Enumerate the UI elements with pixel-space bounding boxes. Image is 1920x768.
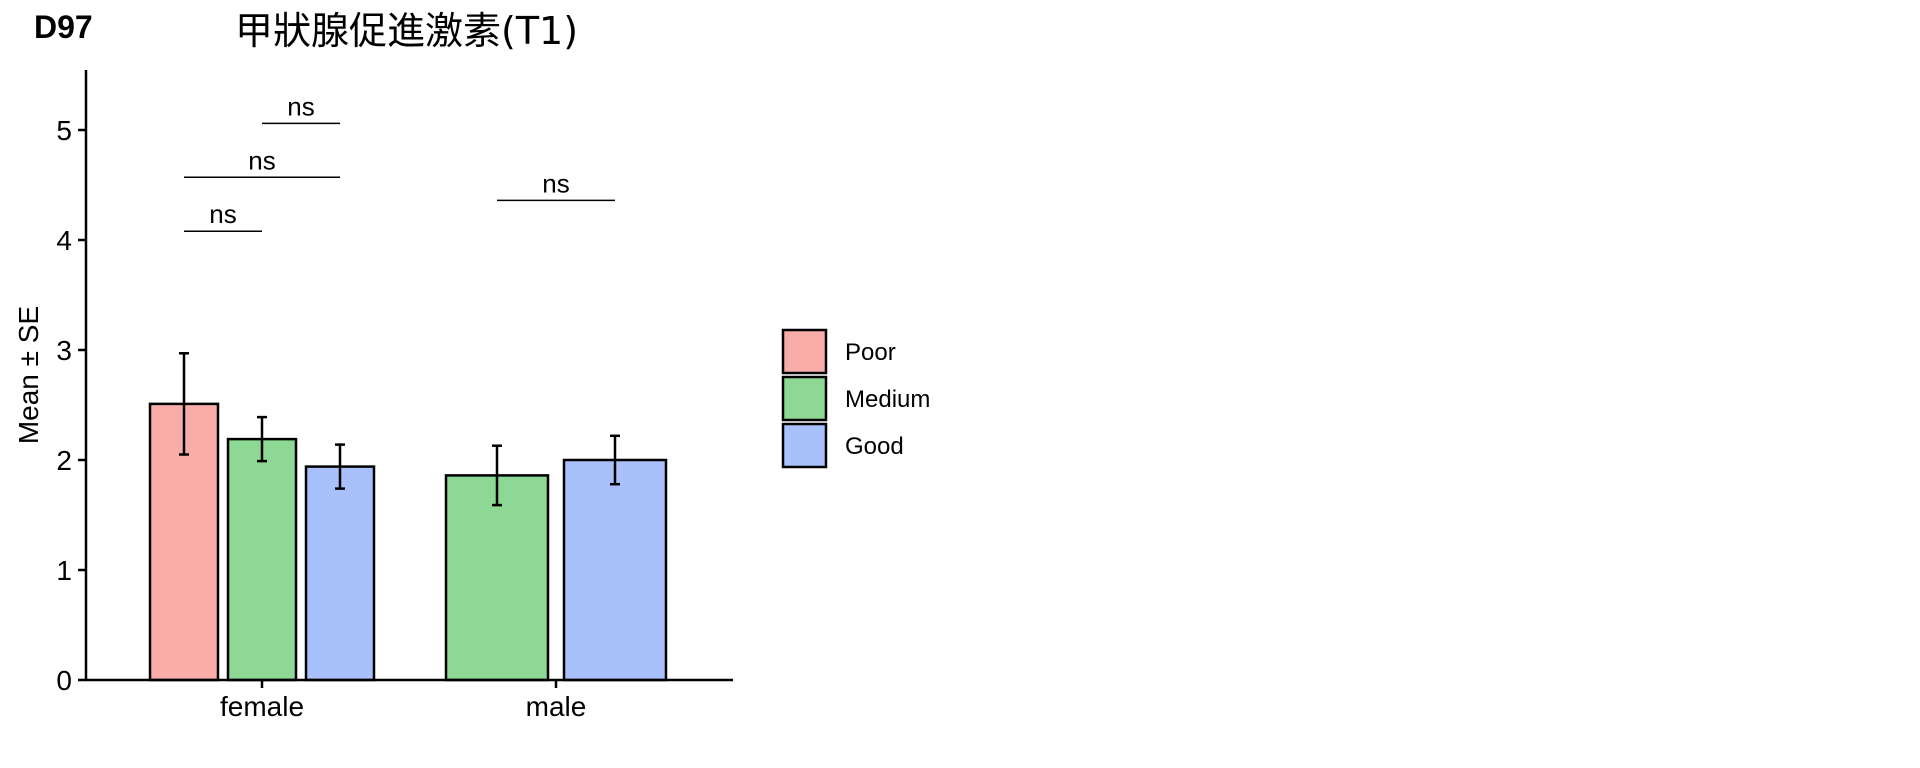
significance-label-1: ns — [248, 145, 275, 175]
significance-label-0: ns — [209, 199, 236, 229]
y-tick-label: 4 — [56, 225, 72, 256]
y-tick-label: 1 — [56, 555, 72, 586]
x-tick-label-male: male — [526, 691, 587, 722]
bar-male-medium — [444, 474, 550, 682]
error-bars-group — [179, 352, 620, 507]
legend-label-poor: Poor — [845, 339, 896, 366]
legend-swatch-poor — [781, 328, 828, 375]
legend-swatch-good — [781, 422, 828, 469]
y-tick-label: 3 — [56, 335, 72, 366]
x-axis-ticks: female male — [220, 680, 586, 722]
legend-label-good: Good — [845, 433, 904, 460]
chart-title: 甲狀腺促進激素(T1) — [235, 9, 578, 53]
significance-label-2: ns — [287, 91, 314, 121]
significance-label-3: ns — [542, 168, 569, 198]
panel-label: D97 — [34, 9, 93, 45]
x-tick-label-female: female — [220, 691, 304, 722]
bars-group — [148, 402, 668, 682]
legend-swatch-medium — [781, 375, 828, 422]
bar-female-good — [304, 465, 376, 682]
y-axis-ticks: 0 1 2 3 4 5 — [56, 115, 86, 696]
y-axis-title: Mean ± SE — [13, 306, 44, 444]
bar-male-good — [562, 458, 668, 682]
legend-label-medium: Medium — [845, 386, 930, 413]
y-tick-label: 0 — [56, 665, 72, 696]
y-tick-label: 2 — [56, 445, 72, 476]
bar-female-medium — [226, 437, 298, 682]
legend: Poor Medium Good — [781, 328, 930, 469]
y-tick-label: 5 — [56, 115, 72, 146]
